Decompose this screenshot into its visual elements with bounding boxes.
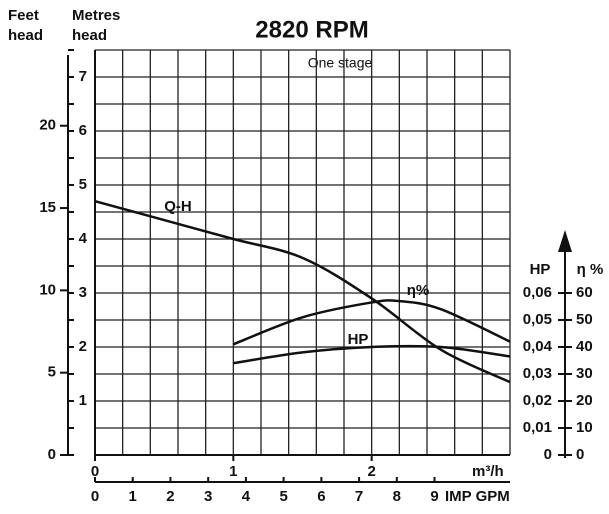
gpm-tick-label: 8 [393, 488, 401, 505]
y-tick-label: 4 [79, 230, 88, 247]
x-tick-label: 2 [367, 463, 375, 480]
y3-tick-label: 30 [576, 365, 593, 382]
y3-tick-label: 60 [576, 284, 593, 301]
y2-tick-label: 0,01 [523, 419, 552, 436]
y2-axis-label: HP [530, 261, 551, 278]
y2-tick-label: 0 [544, 446, 552, 463]
gpm-tick-label: 1 [129, 488, 137, 505]
feet-tick-label: 5 [48, 364, 56, 381]
y-tick-label: 1 [79, 392, 87, 409]
arrow [558, 230, 572, 252]
y2-tick-label: 0,03 [523, 365, 552, 382]
feet-tick-label: 15 [39, 199, 56, 216]
y3-tick-label: 20 [576, 392, 593, 409]
y2-tick-label: 0,06 [523, 284, 552, 301]
subtitle: One stage [308, 55, 373, 71]
x-tick-label: 1 [229, 463, 237, 480]
x-tick-label: 0 [91, 463, 99, 480]
y2-tick-label: 0,05 [523, 311, 552, 328]
y3-tick-label: 50 [576, 311, 593, 328]
gpm-tick-label: 3 [204, 488, 212, 505]
feet-tick-label: 0 [48, 446, 56, 463]
y-tick-label: 6 [79, 122, 87, 139]
curve [232, 299, 511, 346]
y2-tick-label: 0,04 [523, 338, 553, 355]
y-tick-label: 5 [79, 176, 87, 193]
curve [94, 199, 511, 384]
subtitle-box [290, 53, 390, 75]
feet-label: Feet [8, 7, 39, 24]
gpm-tick-label: 9 [430, 488, 438, 505]
gpm-tick-label: 2 [166, 488, 174, 505]
curve-label: η% [407, 282, 430, 299]
feet-label: head [8, 27, 43, 44]
y3-tick-label: 10 [576, 419, 593, 436]
curve-label: HP [348, 331, 369, 348]
y3-tick-label: 0 [576, 446, 584, 463]
feet-tick-label: 10 [39, 281, 56, 298]
gpm-tick-label: 0 [91, 488, 99, 505]
gpm-tick-label: 4 [242, 488, 251, 505]
y2-tick-label: 0,02 [523, 392, 552, 409]
y3-axis-label: η % [577, 261, 604, 278]
gpm-tick-label: 6 [317, 488, 325, 505]
chart-title: 2820 RPM [255, 16, 368, 43]
y-tick-label: 3 [79, 284, 87, 301]
y-axis-label: Metres [72, 7, 120, 24]
curve-label: Q-H [164, 198, 192, 215]
gpm-tick-label: 7 [355, 488, 363, 505]
feet-tick-label: 20 [39, 117, 56, 134]
y-axis-label: head [72, 27, 107, 44]
y3-tick-label: 40 [576, 338, 593, 355]
curve [233, 344, 511, 365]
x-axis-label: m³/h [472, 463, 504, 480]
gpm-label: IMP GPM [445, 488, 510, 505]
y-tick-label: 7 [79, 68, 87, 85]
y-tick-label: 2 [79, 338, 87, 355]
gpm-tick-label: 5 [279, 488, 287, 505]
